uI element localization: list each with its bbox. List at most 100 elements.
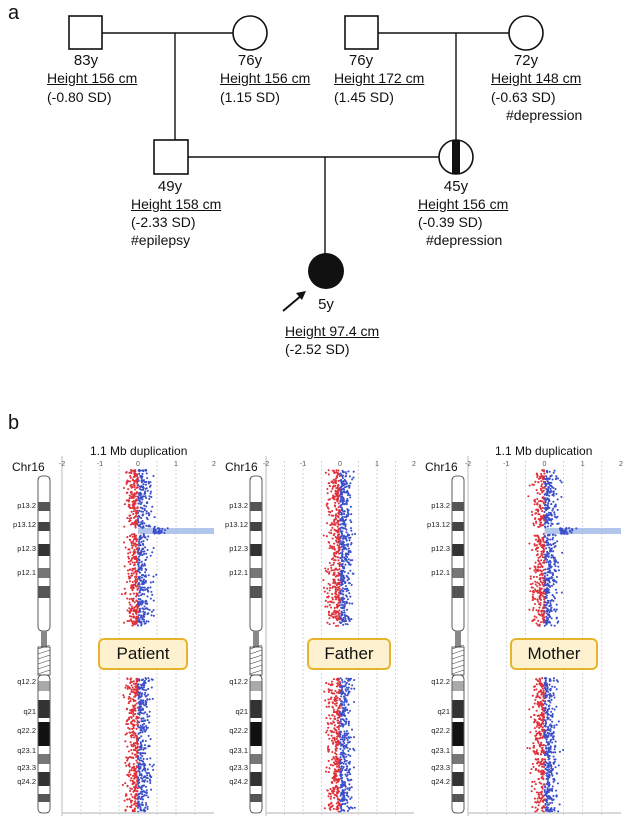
paternal-grandmother-symbol bbox=[232, 15, 268, 51]
maternal-grandfather-symbol bbox=[344, 15, 379, 50]
father-height: Height 158 cm bbox=[131, 196, 222, 212]
band-label: p12.3 bbox=[431, 544, 450, 553]
pgm-age: 76y bbox=[237, 52, 263, 69]
father-sd: (-2.33 SD) bbox=[131, 214, 196, 230]
cnv-plot-mother: p13.2 p13.12 p12.3 p12.1 q12.2 q21 q22.2 q23.1 q… bbox=[427, 456, 623, 816]
mgm-note: #depression bbox=[506, 107, 583, 123]
band-label: q21 bbox=[437, 707, 450, 716]
proband-sd: (-2.52 SD) bbox=[285, 341, 350, 357]
axis-tick: -1 bbox=[97, 461, 103, 468]
band-label: p13.12 bbox=[225, 520, 248, 529]
tag-mother: Mother bbox=[510, 638, 598, 670]
tag-patient: Patient bbox=[98, 638, 188, 670]
band-label: q23.3 bbox=[431, 763, 450, 772]
axis-tick: -2 bbox=[465, 461, 471, 468]
band-label: q12.2 bbox=[17, 677, 36, 686]
axis-tick: 1 bbox=[581, 461, 585, 468]
band-label: q12.2 bbox=[431, 677, 450, 686]
tag-father: Father bbox=[307, 638, 391, 670]
band-label: q23.3 bbox=[17, 763, 36, 772]
mgm-sd: (-0.63 SD) bbox=[491, 89, 556, 105]
dup-title-mother: 1.1 Mb duplication bbox=[495, 444, 593, 458]
pgm-height: Height 156 cm bbox=[220, 70, 311, 86]
mgf-age: 76y bbox=[348, 52, 374, 69]
pedigree-lines bbox=[68, 15, 544, 312]
band-label: p12.3 bbox=[229, 544, 248, 553]
axis-tick: -2 bbox=[263, 461, 269, 468]
paternal-grandfather-symbol bbox=[68, 15, 103, 50]
father-note: #epilepsy bbox=[131, 232, 191, 248]
chromosome-ideogram bbox=[249, 475, 263, 814]
band-label: q22.2 bbox=[431, 726, 450, 735]
proband-age: 5y bbox=[318, 296, 334, 313]
cnv-points bbox=[526, 469, 578, 813]
axis-tick: 0 bbox=[338, 461, 342, 468]
chromosome-ideogram bbox=[37, 475, 51, 814]
proband-arrow-icon bbox=[296, 291, 306, 300]
axis-tick: -1 bbox=[503, 461, 509, 468]
chr-label-mother: Chr16 bbox=[425, 460, 458, 474]
band-label: q22.2 bbox=[17, 726, 36, 735]
axis-tick: -1 bbox=[300, 461, 306, 468]
pgf-sd: (-0.80 SD) bbox=[47, 89, 112, 105]
band-label: q21 bbox=[23, 707, 36, 716]
band-label: p12.3 bbox=[17, 544, 36, 553]
pgm-sd: (1.15 SD) bbox=[220, 89, 280, 105]
mother-carrier-bar bbox=[452, 140, 460, 174]
band-label: q12.2 bbox=[229, 677, 248, 686]
cnv-plot-patient: p13.2 p13.12 p12.3 p12.1 q12.2 q21 q22.2 q23.1 q… bbox=[13, 456, 216, 816]
duplication-highlight bbox=[544, 528, 621, 534]
pgf-height: Height 156 cm bbox=[47, 70, 138, 86]
band-label: q24.2 bbox=[229, 777, 248, 786]
axis-tick: 1 bbox=[375, 461, 379, 468]
cnv-points bbox=[322, 469, 357, 814]
axis-tick: 2 bbox=[619, 461, 623, 468]
mother-note: #depression bbox=[426, 232, 503, 248]
band-label: p13.2 bbox=[431, 501, 450, 510]
mother-age: 45y bbox=[443, 178, 469, 195]
mgm-age: 72y bbox=[513, 52, 539, 69]
band-label: q23.1 bbox=[431, 746, 450, 755]
band-label: p12.1 bbox=[229, 568, 248, 577]
band-label: q24.2 bbox=[17, 777, 36, 786]
band-label: p13.12 bbox=[427, 520, 450, 529]
father-age: 49y bbox=[157, 178, 183, 195]
mother-height: Height 156 cm bbox=[418, 196, 509, 212]
duplication-highlight bbox=[138, 528, 214, 534]
band-label: q22.2 bbox=[229, 726, 248, 735]
mgf-sd: (1.45 SD) bbox=[334, 89, 394, 105]
proband-height: Height 97.4 cm bbox=[285, 323, 380, 339]
band-label: p13.2 bbox=[229, 501, 248, 510]
band-label: q21 bbox=[235, 707, 248, 716]
panel-a-label: a bbox=[8, 2, 20, 24]
proband-symbol bbox=[308, 253, 344, 289]
maternal-grandmother-symbol bbox=[508, 15, 544, 51]
band-label: q23.3 bbox=[229, 763, 248, 772]
axis-tick: 0 bbox=[543, 461, 547, 468]
band-label: p13.12 bbox=[13, 520, 36, 529]
mother-sd: (-0.39 SD) bbox=[418, 214, 483, 230]
father-symbol bbox=[153, 139, 189, 175]
pgf-age: 83y bbox=[73, 52, 99, 69]
chr-label-father: Chr16 bbox=[225, 460, 258, 474]
axis-tick: 2 bbox=[212, 461, 216, 468]
cnv-plot-father: p13.2 p13.12 p12.3 p12.1 q12.2 q21 q22.2 q23.1 q… bbox=[225, 456, 416, 816]
panel-b-label: b bbox=[8, 412, 20, 434]
axis-tick: 2 bbox=[412, 461, 416, 468]
chr-label-patient: Chr16 bbox=[12, 460, 45, 474]
axis-tick: -2 bbox=[59, 461, 65, 468]
cnv-points bbox=[120, 468, 169, 813]
cnv-panel: Chr16 1.1 Mb duplication p13.2 p13.12 p12.… bbox=[0, 430, 630, 827]
band-label: p12.1 bbox=[17, 568, 36, 577]
band-label: q23.1 bbox=[17, 746, 36, 755]
mgm-height: Height 148 cm bbox=[491, 70, 582, 86]
band-label: q24.2 bbox=[431, 777, 450, 786]
axis-tick: 0 bbox=[136, 461, 140, 468]
band-label: p12.1 bbox=[431, 568, 450, 577]
mgf-height: Height 172 cm bbox=[334, 70, 425, 86]
dup-title-patient: 1.1 Mb duplication bbox=[90, 444, 188, 458]
band-label: p13.2 bbox=[17, 501, 36, 510]
chromosome-ideogram bbox=[451, 475, 465, 814]
axis-tick: 1 bbox=[174, 461, 178, 468]
band-label: q23.1 bbox=[229, 746, 248, 755]
